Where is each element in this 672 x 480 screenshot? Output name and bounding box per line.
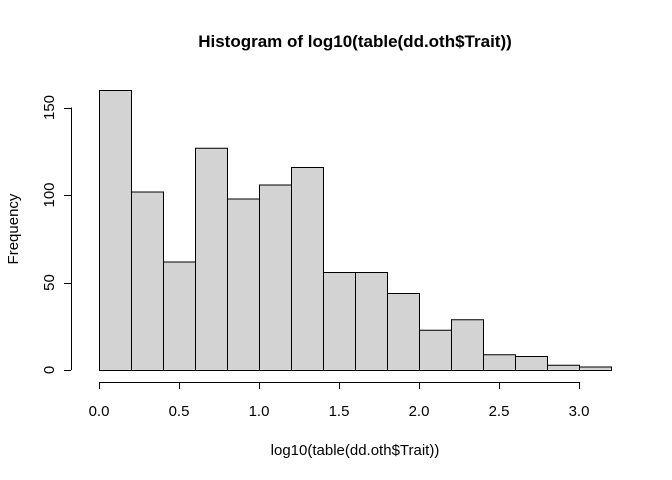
x-tick-label: 2.0 (409, 403, 430, 420)
y-axis: 0 50 100 150 (41, 95, 72, 374)
chart-title: Histogram of log10(table(dd.oth$Trait)) (198, 32, 512, 51)
bars-group (99, 90, 612, 371)
y-tick-label: 50 (41, 274, 58, 291)
x-tick-label: 3.0 (569, 403, 590, 420)
histogram-bar (323, 272, 356, 371)
histogram-bar (99, 90, 132, 371)
histogram-bar (259, 184, 292, 371)
histogram-bar (355, 272, 388, 371)
histogram-bar (419, 329, 452, 371)
histogram-bar (483, 354, 516, 371)
histogram-bar (227, 198, 260, 371)
histogram-bar (291, 167, 324, 371)
histogram-bar (163, 261, 196, 371)
x-tick-label: 1.0 (249, 403, 270, 420)
y-tick-label: 0 (41, 366, 58, 374)
x-axis-label: log10(table(dd.oth$Trait)) (271, 442, 440, 459)
x-tick-label: 1.5 (329, 403, 350, 420)
histogram-bar (451, 319, 484, 371)
histogram-bar (579, 366, 612, 371)
y-tick-label: 150 (41, 95, 58, 120)
histogram-bar (515, 356, 548, 371)
histogram-bar (547, 364, 580, 371)
histogram-bar (387, 293, 420, 371)
x-tick-label: 0.5 (169, 403, 190, 420)
x-tick-label: 2.5 (489, 403, 510, 420)
x-tick-label: 0.0 (89, 403, 110, 420)
x-axis: 0.0 0.5 1.0 1.5 2.0 2.5 3.0 (89, 382, 590, 420)
histogram-bar (131, 191, 164, 371)
histogram-bar (195, 147, 228, 371)
y-tick-label: 100 (41, 182, 58, 207)
y-axis-label: Frequency (5, 193, 22, 264)
